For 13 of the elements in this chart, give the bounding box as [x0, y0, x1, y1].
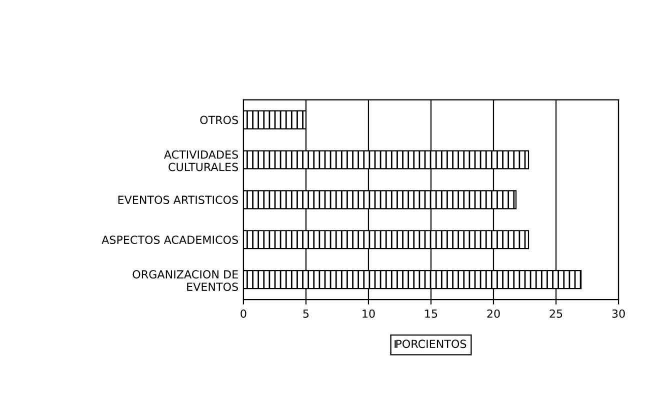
x-tick-label: 30 — [612, 309, 625, 318]
y-tick-label: ORGANIZACION DE EVENTOS — [132, 270, 238, 291]
y-tick-label: ACTIVIDADES CULTURALES — [164, 150, 238, 172]
y-tick-label: EVENTOS ARTISTICOS — [118, 196, 238, 204]
x-tick-label: 10 — [362, 309, 375, 318]
x-tick-label: 25 — [550, 309, 562, 318]
y-tick-label: OTROS — [200, 116, 238, 124]
x-tick-label: 5 — [303, 310, 309, 318]
x-tick-label: 0 — [240, 309, 246, 318]
x-tick-label: 20 — [487, 309, 500, 318]
x-tick-label: 15 — [425, 310, 438, 318]
text: PORCIENTOS — [396, 340, 466, 348]
y-tick-label: ASPECTOS ACADEMICOS — [102, 236, 238, 244]
